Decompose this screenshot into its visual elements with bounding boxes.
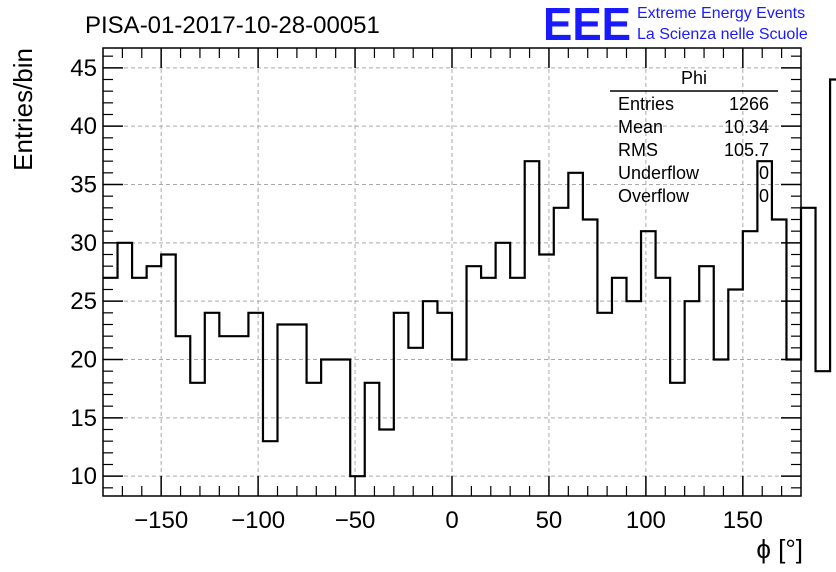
x-tick-label: −150: [134, 507, 188, 534]
chart-title: PISA-01-2017-10-28-00051: [85, 12, 380, 39]
stats-label-overflow: Overflow: [618, 186, 690, 206]
x-tick-label: 0: [445, 507, 458, 534]
logo-line-2: La Scienza nelle Scuole: [637, 26, 808, 43]
x-tick-label: −100: [231, 507, 285, 534]
y-tick-label: 25: [70, 288, 97, 315]
stats-value-entries: 1266: [729, 94, 769, 114]
x-tick-label: 50: [536, 507, 563, 534]
stats-value-rms: 105.7: [724, 140, 769, 160]
eee-logo: EEE: [543, 0, 631, 50]
y-tick-label: 40: [70, 113, 97, 140]
tick-labels: 10 15 20 25 30 35 40 45 −150 −100 −50 0 50 100 150: [70, 55, 763, 534]
x-axis-label: ϕ [°]: [756, 534, 803, 564]
stats-value-underflow: 0: [759, 163, 769, 183]
y-tick-label: 35: [70, 172, 97, 199]
stats-box: Phi Entries 1266 Mean 10.34 RMS 105.7 Un…: [610, 68, 778, 206]
histogram-series: [103, 78, 836, 478]
grid-lines: [103, 48, 801, 496]
logo-line-1: Extreme Energy Events: [637, 5, 805, 22]
x-tick-label: 150: [723, 507, 763, 534]
y-tick-label: 20: [70, 347, 97, 374]
x-tick-label: −50: [335, 507, 376, 534]
y-tick-label: 45: [70, 55, 97, 82]
stats-title: Phi: [681, 68, 707, 88]
stats-value-mean: 10.34: [724, 117, 769, 137]
y-axis-label: Entries/bin: [8, 48, 38, 171]
y-tick-label: 30: [70, 230, 97, 257]
stats-label-entries: Entries: [618, 94, 674, 114]
stats-label-rms: RMS: [618, 140, 658, 160]
stats-label-underflow: Underflow: [618, 163, 700, 183]
axis-ticks: [103, 48, 801, 496]
x-tick-label: 100: [626, 507, 666, 534]
y-tick-label: 15: [70, 405, 97, 432]
y-tick-label: 10: [70, 463, 97, 490]
stats-label-mean: Mean: [618, 117, 663, 137]
stats-value-overflow: 0: [759, 186, 769, 206]
